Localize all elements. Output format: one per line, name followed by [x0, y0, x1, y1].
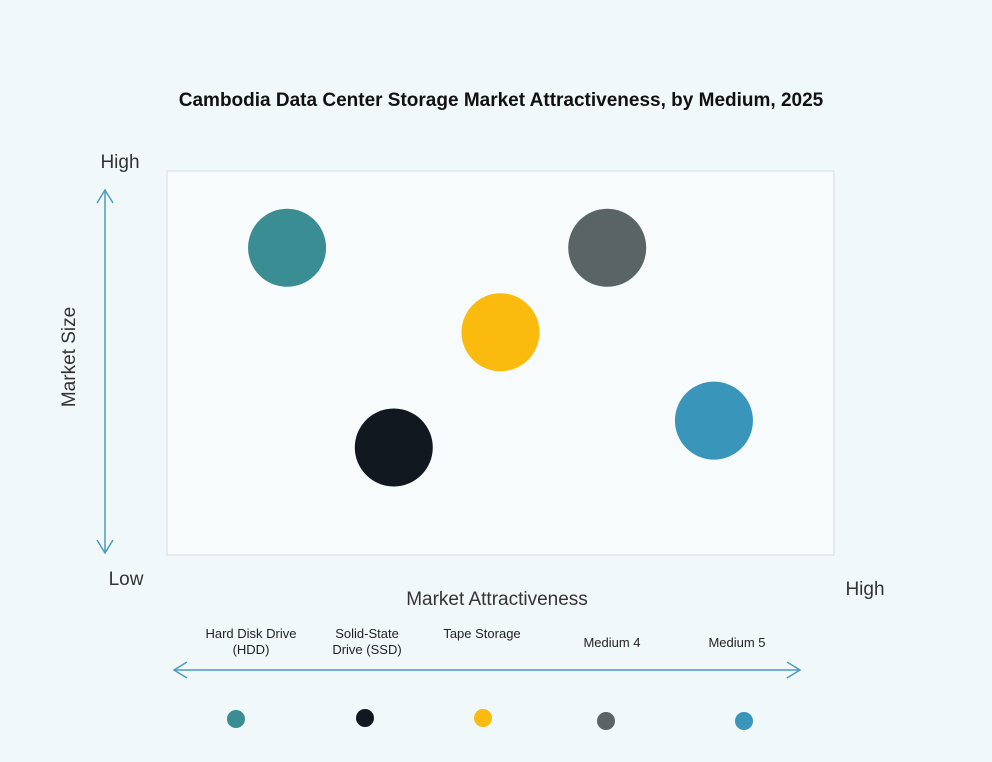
bubble-5 — [674, 381, 753, 460]
bubble-1 — [248, 208, 327, 287]
legend-swatch — [227, 710, 245, 728]
x-low-label: Low — [109, 569, 144, 590]
x-axis-label: Market Attractiveness — [406, 589, 588, 610]
bubble-4 — [568, 208, 647, 287]
x-high-label: High — [845, 579, 884, 600]
bubble-3 — [461, 293, 540, 372]
legend-label: Medium 5 — [708, 635, 765, 650]
legend-swatch — [356, 709, 374, 727]
chart-title: Cambodia Data Center Storage Market Attr… — [179, 90, 824, 111]
legend-label: Solid-State — [335, 626, 399, 641]
bubble-2 — [354, 408, 433, 487]
legend-label: Tape Storage — [443, 626, 520, 641]
bubbles — [248, 208, 753, 487]
y-axis-label: Market Size — [59, 307, 80, 407]
legend-label: Medium 4 — [583, 635, 640, 650]
y-high-label: High — [100, 152, 139, 173]
y-axis-arrow — [96, 188, 114, 555]
legend-swatch — [597, 712, 615, 730]
legend-swatch — [474, 709, 492, 727]
legend-label: (HDD) — [233, 642, 270, 657]
legend-label: Hard Disk Drive — [205, 626, 296, 641]
legend-swatch — [735, 712, 753, 730]
legend-arrow — [172, 661, 802, 679]
legend-label: Drive (SSD) — [332, 642, 401, 657]
